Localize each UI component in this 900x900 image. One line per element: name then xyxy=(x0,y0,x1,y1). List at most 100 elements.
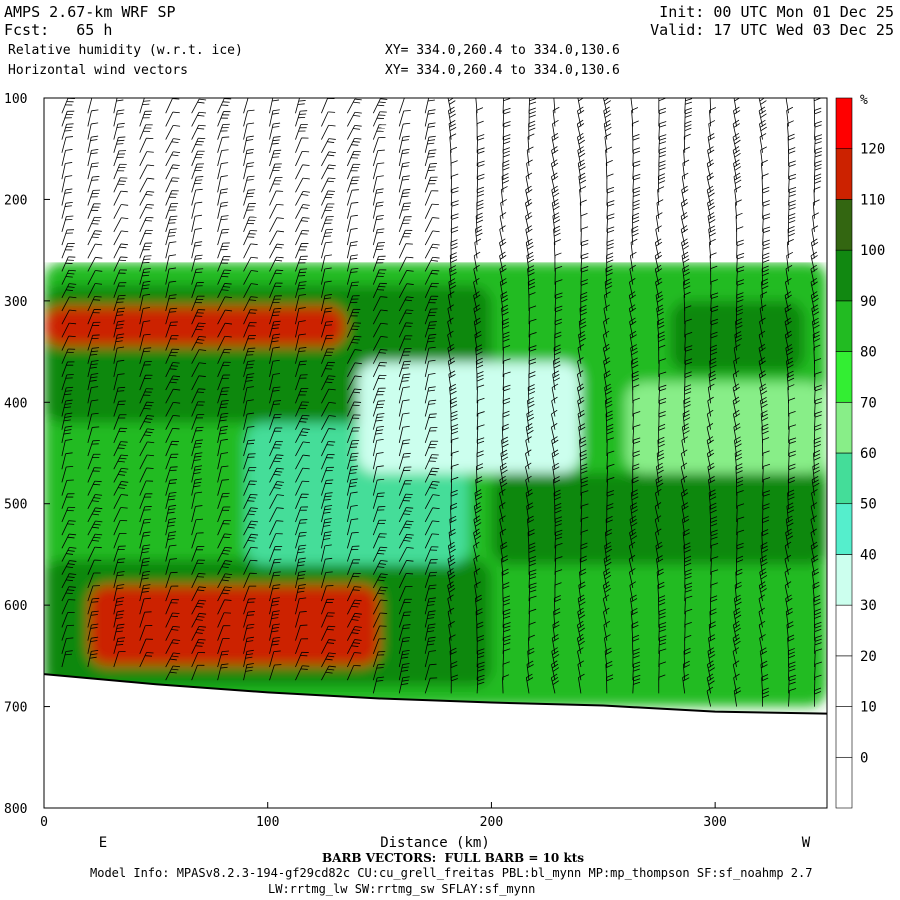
wind-barb xyxy=(758,106,767,127)
wind-barb xyxy=(733,673,740,694)
wind-barb xyxy=(787,476,795,496)
wind-barb xyxy=(554,543,563,562)
wind-barb xyxy=(448,541,456,562)
wind-barb xyxy=(527,634,535,654)
wind-barb xyxy=(346,150,361,167)
colorbar-label: 20 xyxy=(860,649,877,665)
wind-barb xyxy=(269,558,282,575)
wind-barb xyxy=(733,344,741,364)
wind-barb xyxy=(139,428,155,444)
wind-barb xyxy=(424,559,438,575)
wind-barb xyxy=(346,281,359,298)
wind-barb xyxy=(710,556,719,575)
wind-barb xyxy=(113,256,128,272)
wind-barb xyxy=(525,212,533,232)
wind-barb xyxy=(217,149,229,167)
wind-barb xyxy=(321,479,334,496)
wind-barb xyxy=(217,506,231,523)
wind-barb xyxy=(759,133,767,153)
wind-barb xyxy=(732,370,740,391)
wind-barb xyxy=(657,173,666,193)
wind-barb xyxy=(139,98,151,114)
wind-barb xyxy=(526,660,534,681)
wind-barb xyxy=(682,159,690,180)
wind-barb xyxy=(295,255,308,272)
wind-barb xyxy=(139,280,151,298)
wind-barb xyxy=(424,149,437,167)
wind-barb xyxy=(347,111,362,127)
wind-barb xyxy=(450,502,458,522)
wind-barb xyxy=(814,134,823,153)
wind-barb xyxy=(217,283,232,298)
wind-barb xyxy=(580,252,589,272)
wind-barb xyxy=(684,318,692,338)
colorbar-label: 70 xyxy=(860,395,877,411)
colorbar-label: 110 xyxy=(860,192,885,208)
wind-barb xyxy=(346,295,360,312)
wind-barb xyxy=(113,623,125,641)
wind-barb xyxy=(786,251,794,272)
wind-barb xyxy=(269,163,282,180)
wind-barb xyxy=(165,164,180,180)
wind-barb xyxy=(217,425,228,443)
wind-barb xyxy=(191,505,203,523)
wind-barb xyxy=(629,528,638,549)
wind-barb xyxy=(139,388,154,404)
wind-barb xyxy=(398,110,411,127)
wind-barb xyxy=(372,425,384,443)
wind-barb xyxy=(61,269,76,285)
wind-barb xyxy=(733,686,742,707)
wind-barb xyxy=(372,111,387,127)
wind-barb xyxy=(606,173,614,193)
wind-barb xyxy=(87,440,100,457)
wind-barb xyxy=(113,507,128,523)
wind-barb xyxy=(346,452,359,470)
wind-barb xyxy=(372,612,388,628)
wind-barb xyxy=(165,491,177,509)
wind-barb xyxy=(269,177,283,193)
wind-barb xyxy=(113,243,128,259)
wind-barb xyxy=(526,159,533,180)
wind-barb xyxy=(632,424,641,443)
wind-barb xyxy=(243,334,256,351)
wind-barb xyxy=(346,137,362,153)
wind-barb xyxy=(683,647,691,668)
model-info: Model Info: MPASv8.2.3-194-gf29cd82c CU:… xyxy=(90,866,813,880)
wind-barb xyxy=(372,361,387,378)
wind-barb xyxy=(346,241,358,259)
wind-barb xyxy=(424,677,438,694)
wind-barb xyxy=(499,488,506,509)
wind-barb xyxy=(217,335,232,351)
wind-barb xyxy=(629,568,636,588)
wind-barb xyxy=(346,414,361,430)
wind-barb xyxy=(269,467,284,483)
wind-barb xyxy=(736,266,745,285)
wind-barb xyxy=(295,480,310,496)
wind-barb xyxy=(733,594,742,615)
wind-barb xyxy=(113,373,125,391)
wind-barb xyxy=(759,119,767,140)
wind-barb xyxy=(759,555,768,575)
wind-barb xyxy=(628,541,636,562)
wind-barb xyxy=(321,415,336,430)
wind-barb xyxy=(372,255,386,272)
wind-barb xyxy=(658,384,667,404)
wind-barb xyxy=(61,650,73,668)
wind-barb xyxy=(606,200,615,219)
wind-barb xyxy=(684,582,693,602)
wind-barb xyxy=(551,146,559,167)
wind-barb xyxy=(398,480,413,496)
wind-barb xyxy=(113,427,128,444)
wind-barb xyxy=(87,360,99,378)
model-info-physics: LW:rrtmg_lw SW:rrtmg_sw SFLAY:sf_mynn xyxy=(268,882,536,896)
wind-barb xyxy=(269,664,282,681)
wind-barb xyxy=(499,528,507,549)
wind-barb xyxy=(243,347,256,364)
wind-barb xyxy=(165,203,179,219)
y-tick-label: 700 xyxy=(4,701,27,716)
wind-barb xyxy=(139,493,153,509)
rh-field xyxy=(44,262,827,707)
wind-barb xyxy=(321,307,333,325)
wind-barb xyxy=(372,506,386,523)
wind-barb xyxy=(372,560,388,575)
